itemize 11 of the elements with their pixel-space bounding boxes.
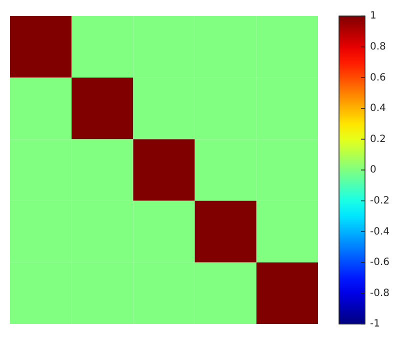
color-bar-label: 0.2 — [370, 134, 386, 145]
color-bar-label: -0.8 — [370, 288, 390, 299]
color-bar-label: -0.4 — [370, 226, 390, 238]
color-bar-label: -0.6 — [370, 257, 390, 268]
color-bar-label: 0.8 — [370, 42, 386, 53]
color-bar-label: 0.4 — [370, 103, 386, 114]
color-bar-label: -0.2 — [370, 196, 390, 207]
color-bar-label: 1 — [370, 10, 376, 22]
color-bar-label: 0 — [370, 164, 376, 176]
color-bar-label: -1 — [370, 318, 380, 330]
color-bar-label: 0.6 — [370, 72, 386, 84]
